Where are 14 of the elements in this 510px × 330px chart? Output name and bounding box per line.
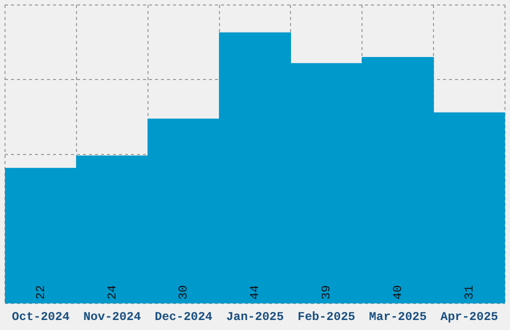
data-label: 31 [462,285,476,300]
data-label: 44 [248,285,262,300]
data-label: 40 [391,285,406,300]
x-tick-label: Dec-2024 [154,310,212,324]
x-tick-label: Feb-2025 [298,310,356,324]
data-label: 39 [320,285,334,300]
data-label: 22 [34,285,48,300]
x-tick-label: Oct-2024 [12,310,70,324]
x-tick-label: Jan-2025 [226,310,284,324]
x-tick-label: Nov-2024 [83,310,141,324]
data-label: 24 [105,285,120,300]
x-tick-label: Apr-2025 [440,310,498,324]
x-tick-label: Mar-2025 [369,310,427,324]
data-label: 30 [176,285,191,300]
